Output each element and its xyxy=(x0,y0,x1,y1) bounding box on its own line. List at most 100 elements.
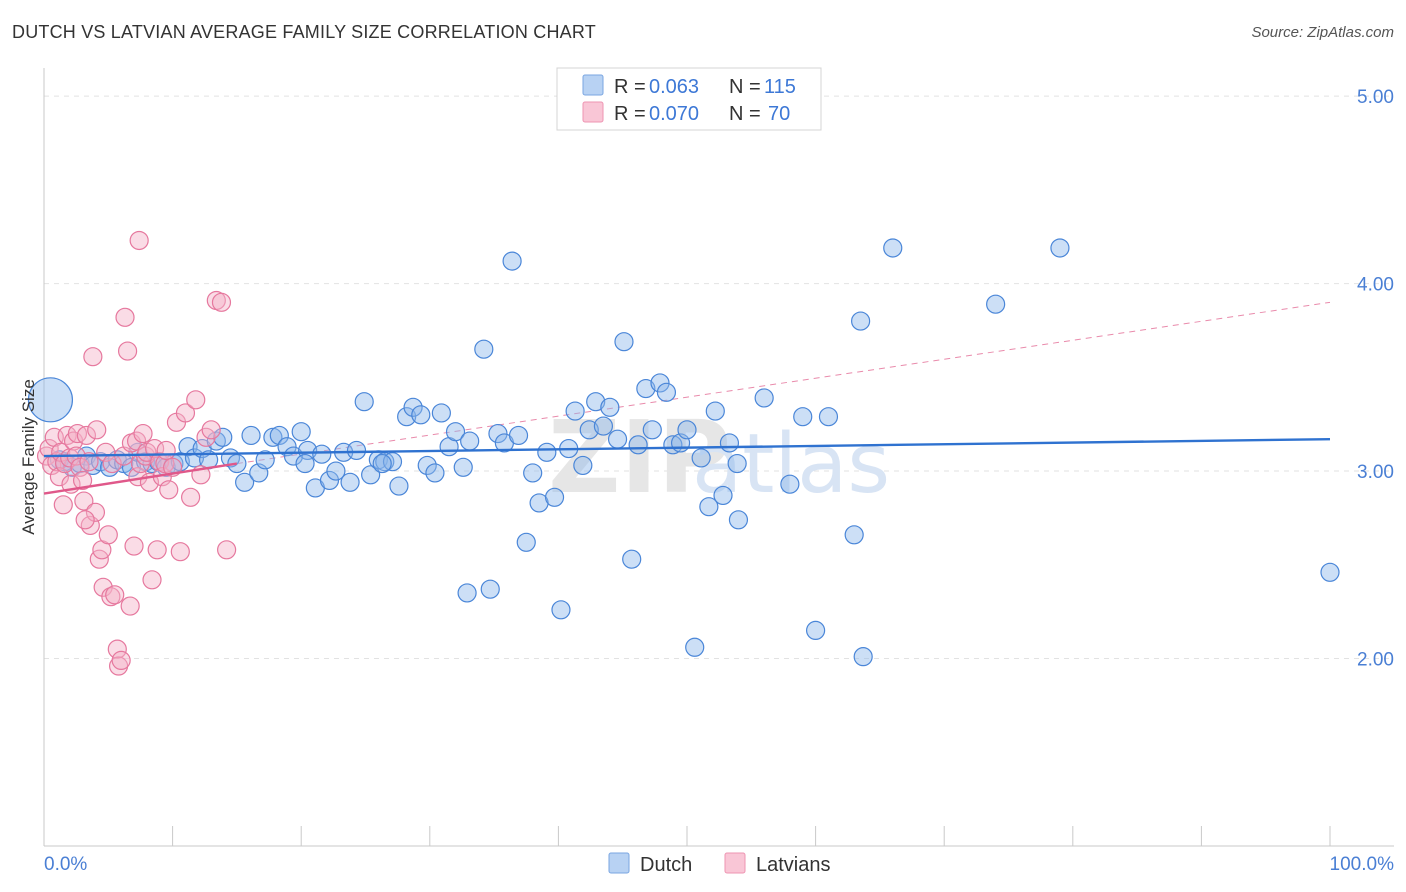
data-point xyxy=(389,476,409,496)
data-point xyxy=(600,397,620,417)
data-point xyxy=(354,392,374,412)
data-point xyxy=(54,453,75,474)
data-point xyxy=(120,596,140,616)
data-point xyxy=(431,403,451,423)
data-point xyxy=(186,390,206,410)
data-point xyxy=(593,416,614,436)
data-point xyxy=(117,341,138,361)
data-point xyxy=(417,455,437,476)
stats-n-value-latvians: 70 xyxy=(768,103,790,125)
data-point xyxy=(72,470,93,491)
legend: Dutch Latvians xyxy=(608,852,831,876)
data-point xyxy=(986,294,1006,314)
data-point xyxy=(107,639,127,659)
data-point xyxy=(27,377,74,423)
data-point xyxy=(844,525,864,545)
data-point xyxy=(445,422,466,442)
data-point xyxy=(79,452,99,472)
data-point xyxy=(818,407,839,427)
data-point xyxy=(551,600,571,620)
stats-n-label-latvians: N = xyxy=(729,103,761,125)
data-point xyxy=(111,650,131,671)
data-point xyxy=(291,422,311,442)
data-point xyxy=(677,420,697,440)
data-point xyxy=(457,583,477,603)
x-tick-label-end: 100.0% xyxy=(1330,854,1395,875)
data-point xyxy=(622,549,642,569)
y-tick-label: 5.00 xyxy=(1357,87,1394,108)
data-point xyxy=(147,540,167,560)
data-point xyxy=(453,457,473,477)
data-point xyxy=(883,238,903,258)
source-label: Source: ZipAtlas.com xyxy=(1251,24,1394,41)
data-point xyxy=(474,339,494,359)
series-dutch xyxy=(27,238,1340,667)
data-point xyxy=(853,647,873,667)
data-point xyxy=(312,444,332,464)
y-tick-label: 3.00 xyxy=(1357,462,1394,483)
stats-r-label-latvians: R = xyxy=(614,103,646,125)
data-point xyxy=(636,378,656,399)
data-point xyxy=(460,431,480,451)
data-point xyxy=(642,420,662,440)
data-point xyxy=(573,455,593,476)
data-point xyxy=(115,307,135,327)
data-point xyxy=(295,453,315,474)
data-point xyxy=(727,453,747,474)
data-point xyxy=(87,420,107,440)
data-point xyxy=(319,470,340,491)
data-point xyxy=(372,453,392,474)
stats-box: R = 0.063 N = 115 R = 0.070 N = 70 xyxy=(556,67,822,131)
stats-r-value-latvians: 0.070 xyxy=(649,103,699,125)
data-point xyxy=(663,435,683,455)
data-point xyxy=(235,472,255,492)
data-points xyxy=(27,230,1340,676)
data-point xyxy=(277,437,297,457)
data-point xyxy=(159,480,179,500)
data-point xyxy=(425,463,445,483)
legend-swatch-latvians xyxy=(724,852,746,874)
data-point xyxy=(656,382,677,402)
data-point xyxy=(75,510,95,530)
data-point xyxy=(719,433,740,453)
data-point xyxy=(326,461,346,481)
data-point xyxy=(346,440,367,461)
data-point xyxy=(178,437,198,457)
data-point xyxy=(255,450,275,470)
y-tick-labels: 2.00 3.00 4.00 5.00 xyxy=(1357,87,1394,670)
data-point xyxy=(53,495,73,515)
data-point xyxy=(74,491,94,511)
data-point xyxy=(614,332,634,352)
data-point xyxy=(85,502,106,522)
data-point xyxy=(754,388,774,408)
data-point xyxy=(340,472,360,492)
legend-label-latvians: Latvians xyxy=(756,854,831,876)
data-point xyxy=(83,347,103,367)
data-point xyxy=(133,423,153,444)
data-point xyxy=(47,452,67,472)
stats-swatch-dutch xyxy=(582,74,604,96)
legend-label-dutch: Dutch xyxy=(640,854,692,876)
trend-line-extension xyxy=(236,301,1331,465)
data-point xyxy=(181,487,201,507)
data-point xyxy=(650,373,670,393)
data-point xyxy=(201,420,221,440)
data-point xyxy=(502,251,522,271)
data-point xyxy=(691,448,711,468)
data-point xyxy=(586,392,606,412)
y-axis-label: Average Family Size xyxy=(19,379,38,535)
data-point xyxy=(361,465,381,485)
grid-lines xyxy=(44,95,1394,660)
x-tick-label-start: 0.0% xyxy=(44,854,87,875)
trend-lines xyxy=(236,301,1331,465)
data-point xyxy=(851,311,871,331)
y-tick-label: 4.00 xyxy=(1357,275,1394,296)
data-point xyxy=(805,620,826,641)
data-point xyxy=(713,485,733,506)
data-point xyxy=(411,405,431,425)
data-point xyxy=(705,401,725,421)
data-point xyxy=(397,407,417,427)
data-point xyxy=(217,540,237,560)
data-point xyxy=(607,429,628,449)
